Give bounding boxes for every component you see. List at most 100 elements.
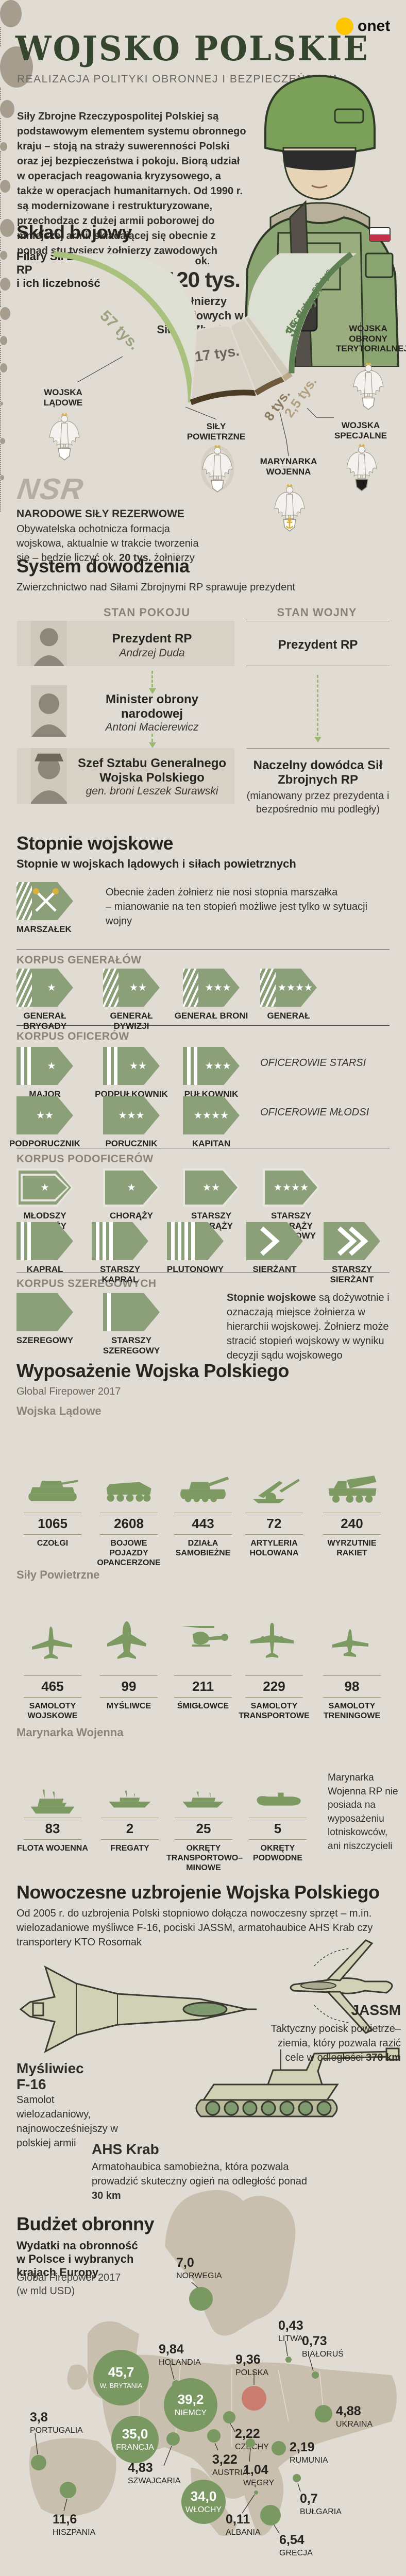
equipment-icon <box>324 1475 380 1509</box>
marshal-note-2: – mianowanie na ten stopień możliwe jest… <box>106 901 368 927</box>
budget-leader-line <box>309 2356 314 2371</box>
budget-value: 2,22 <box>235 2427 260 2441</box>
budget-country: GRECJA <box>279 2549 313 2557</box>
equipment-icon <box>324 1620 380 1674</box>
f16-desc: Samolot wielozadaniowy, najnowocześniejs… <box>16 2094 118 2149</box>
jassm-desc-bold: 370 km <box>366 2052 401 2063</box>
equipment-connector <box>0 260 1 278</box>
ranks-note-bold: Stopnie wojskowe <box>227 1292 316 1303</box>
budget-bubble-CZECHY <box>223 2411 235 2424</box>
budget-leader-line <box>63 2498 67 2512</box>
equipment-connector <box>0 480 1 512</box>
equipment-connector <box>0 237 1 251</box>
budget-country: LITWA <box>278 2334 303 2343</box>
budget-value: 45,7 <box>108 2364 134 2380</box>
rank-epaulette <box>324 1222 380 1260</box>
divider-generals <box>16 949 390 950</box>
budget-value: 0,43 <box>278 2318 303 2333</box>
budget-leader-line <box>214 2443 218 2451</box>
equipment-connector <box>0 151 1 180</box>
budget-heading: Budżet obronny <box>16 2213 154 2234</box>
equipment-connector <box>0 192 1 219</box>
arrow-war-head <box>314 737 322 742</box>
equipment-rule <box>323 1534 381 1535</box>
equipment-icon <box>175 1620 231 1674</box>
equipment-rule <box>323 1697 381 1698</box>
jassm-desc: Taktyczny pocisk powietrze–ziemia, który… <box>268 2022 401 2065</box>
equipment-label: FLOTA WOJENNA <box>17 1844 88 1853</box>
nsr-desc-bold: 20 tys. <box>119 552 151 564</box>
equipment-icon <box>102 1786 158 1818</box>
composition-donut-chart: 57 tys.17 tys.8 tys.2,5 tys.35,5 tys.doc… <box>50 251 361 456</box>
onet-logo: onet <box>336 18 390 35</box>
rank-epaulette: ★ <box>16 969 73 1007</box>
equipment-rule <box>101 1839 159 1840</box>
ranks-sub: Stopnie w wojskach lądowych i siłach pow… <box>16 857 296 870</box>
onet-logo-icon <box>336 18 353 35</box>
eagle-icon <box>49 413 80 461</box>
budget-value: 4,88 <box>336 2404 361 2418</box>
budget-value: 6,54 <box>279 2533 304 2547</box>
eagle-emblem-specjalne <box>345 443 378 495</box>
budget-country: BUŁGARIA <box>300 2507 342 2516</box>
equipment-connector <box>0 88 1 100</box>
budget-leader-line <box>35 2432 38 2455</box>
eagle-emblem-marynarka <box>273 483 306 535</box>
budget-bubble-W. BRYTANIA <box>93 2350 149 2405</box>
officers-header: KORPUS OFICERÓW <box>16 1030 129 1042</box>
f16-drawing <box>19 1965 257 2054</box>
equipment-label: MYŚLIWCE <box>106 1702 151 1710</box>
rank-label: STARSZY SZEREGOWY <box>103 1335 160 1355</box>
arrow-peace-1-head <box>149 688 156 694</box>
equipment-label: FREGATY <box>110 1844 149 1853</box>
rank-stars: ★★★ <box>118 1110 145 1121</box>
equipment-bubble <box>0 336 7 345</box>
peace-president-person: Andrzej Duda <box>119 647 185 659</box>
equipment-bubble <box>0 437 5 444</box>
rank-label: SIERŻANT <box>252 1264 297 1274</box>
budget-value: 4,83 <box>128 2461 153 2475</box>
equipment-value: 25 <box>196 1821 211 1836</box>
budget-country: HISZPANIA <box>53 2528 96 2537</box>
rank-label: GENERAŁ <box>267 1011 310 1021</box>
rank-epaulette: ★★★★ <box>263 1168 319 1207</box>
budget-unit: (w mld USD) <box>16 2285 75 2297</box>
equipment-icon <box>24 1475 81 1509</box>
rank-stars: ★★★★ <box>193 1110 229 1121</box>
rank-epaulette: ★ <box>103 1168 160 1207</box>
rank-stars: ★ <box>40 1182 49 1193</box>
rank-label: KAPRAL <box>26 1264 63 1274</box>
equipment-bubble <box>0 363 7 372</box>
column-war-header: STAN WOJNY <box>277 606 357 619</box>
budget-bubble-WŁOCHY <box>181 2480 226 2524</box>
branch-label-powietrzne: SIŁY POWIETRZNE <box>187 421 246 442</box>
budget-leader-line <box>249 2448 251 2462</box>
divider-officers <box>16 1025 390 1026</box>
arrow-war <box>317 675 318 736</box>
budget-country: POLSKA <box>235 2368 268 2377</box>
equipment-icon <box>175 1475 231 1509</box>
portrait-photo <box>30 748 68 804</box>
rank-stars: ★★ <box>129 982 147 993</box>
budget-country: WŁOCHY <box>185 2505 222 2514</box>
equipment-rule <box>100 1697 158 1698</box>
equipment-rule <box>245 1534 303 1535</box>
f16-name: Myśliwiec F-16 <box>16 2060 84 2092</box>
budget-value: 3,8 <box>30 2410 48 2425</box>
budget-value: 0,73 <box>302 2334 327 2348</box>
budget-bubble-GRECJA <box>260 2505 281 2526</box>
krab-desc-1: Armatohaubica samobieżna, która pozwala … <box>92 2161 308 2187</box>
equipment-connector <box>0 27 1 47</box>
equipment-bubble <box>0 474 4 480</box>
equipment-rule <box>249 1839 307 1840</box>
budget-value: 9,84 <box>159 2342 184 2357</box>
budget-country: FRANCJA <box>116 2443 154 2452</box>
rank-stars: ★ <box>127 1182 136 1193</box>
budget-value: 0,11 <box>226 2512 250 2527</box>
budget-country: NIEMCY <box>175 2409 207 2417</box>
equipment-icon <box>100 1620 157 1674</box>
rank-epaulette: ★★ <box>183 1168 240 1207</box>
portrait-photo <box>31 685 67 737</box>
budget-source: Global Firepower 2017 <box>16 2272 121 2283</box>
rank-label: SZEREGOWY <box>16 1335 74 1345</box>
